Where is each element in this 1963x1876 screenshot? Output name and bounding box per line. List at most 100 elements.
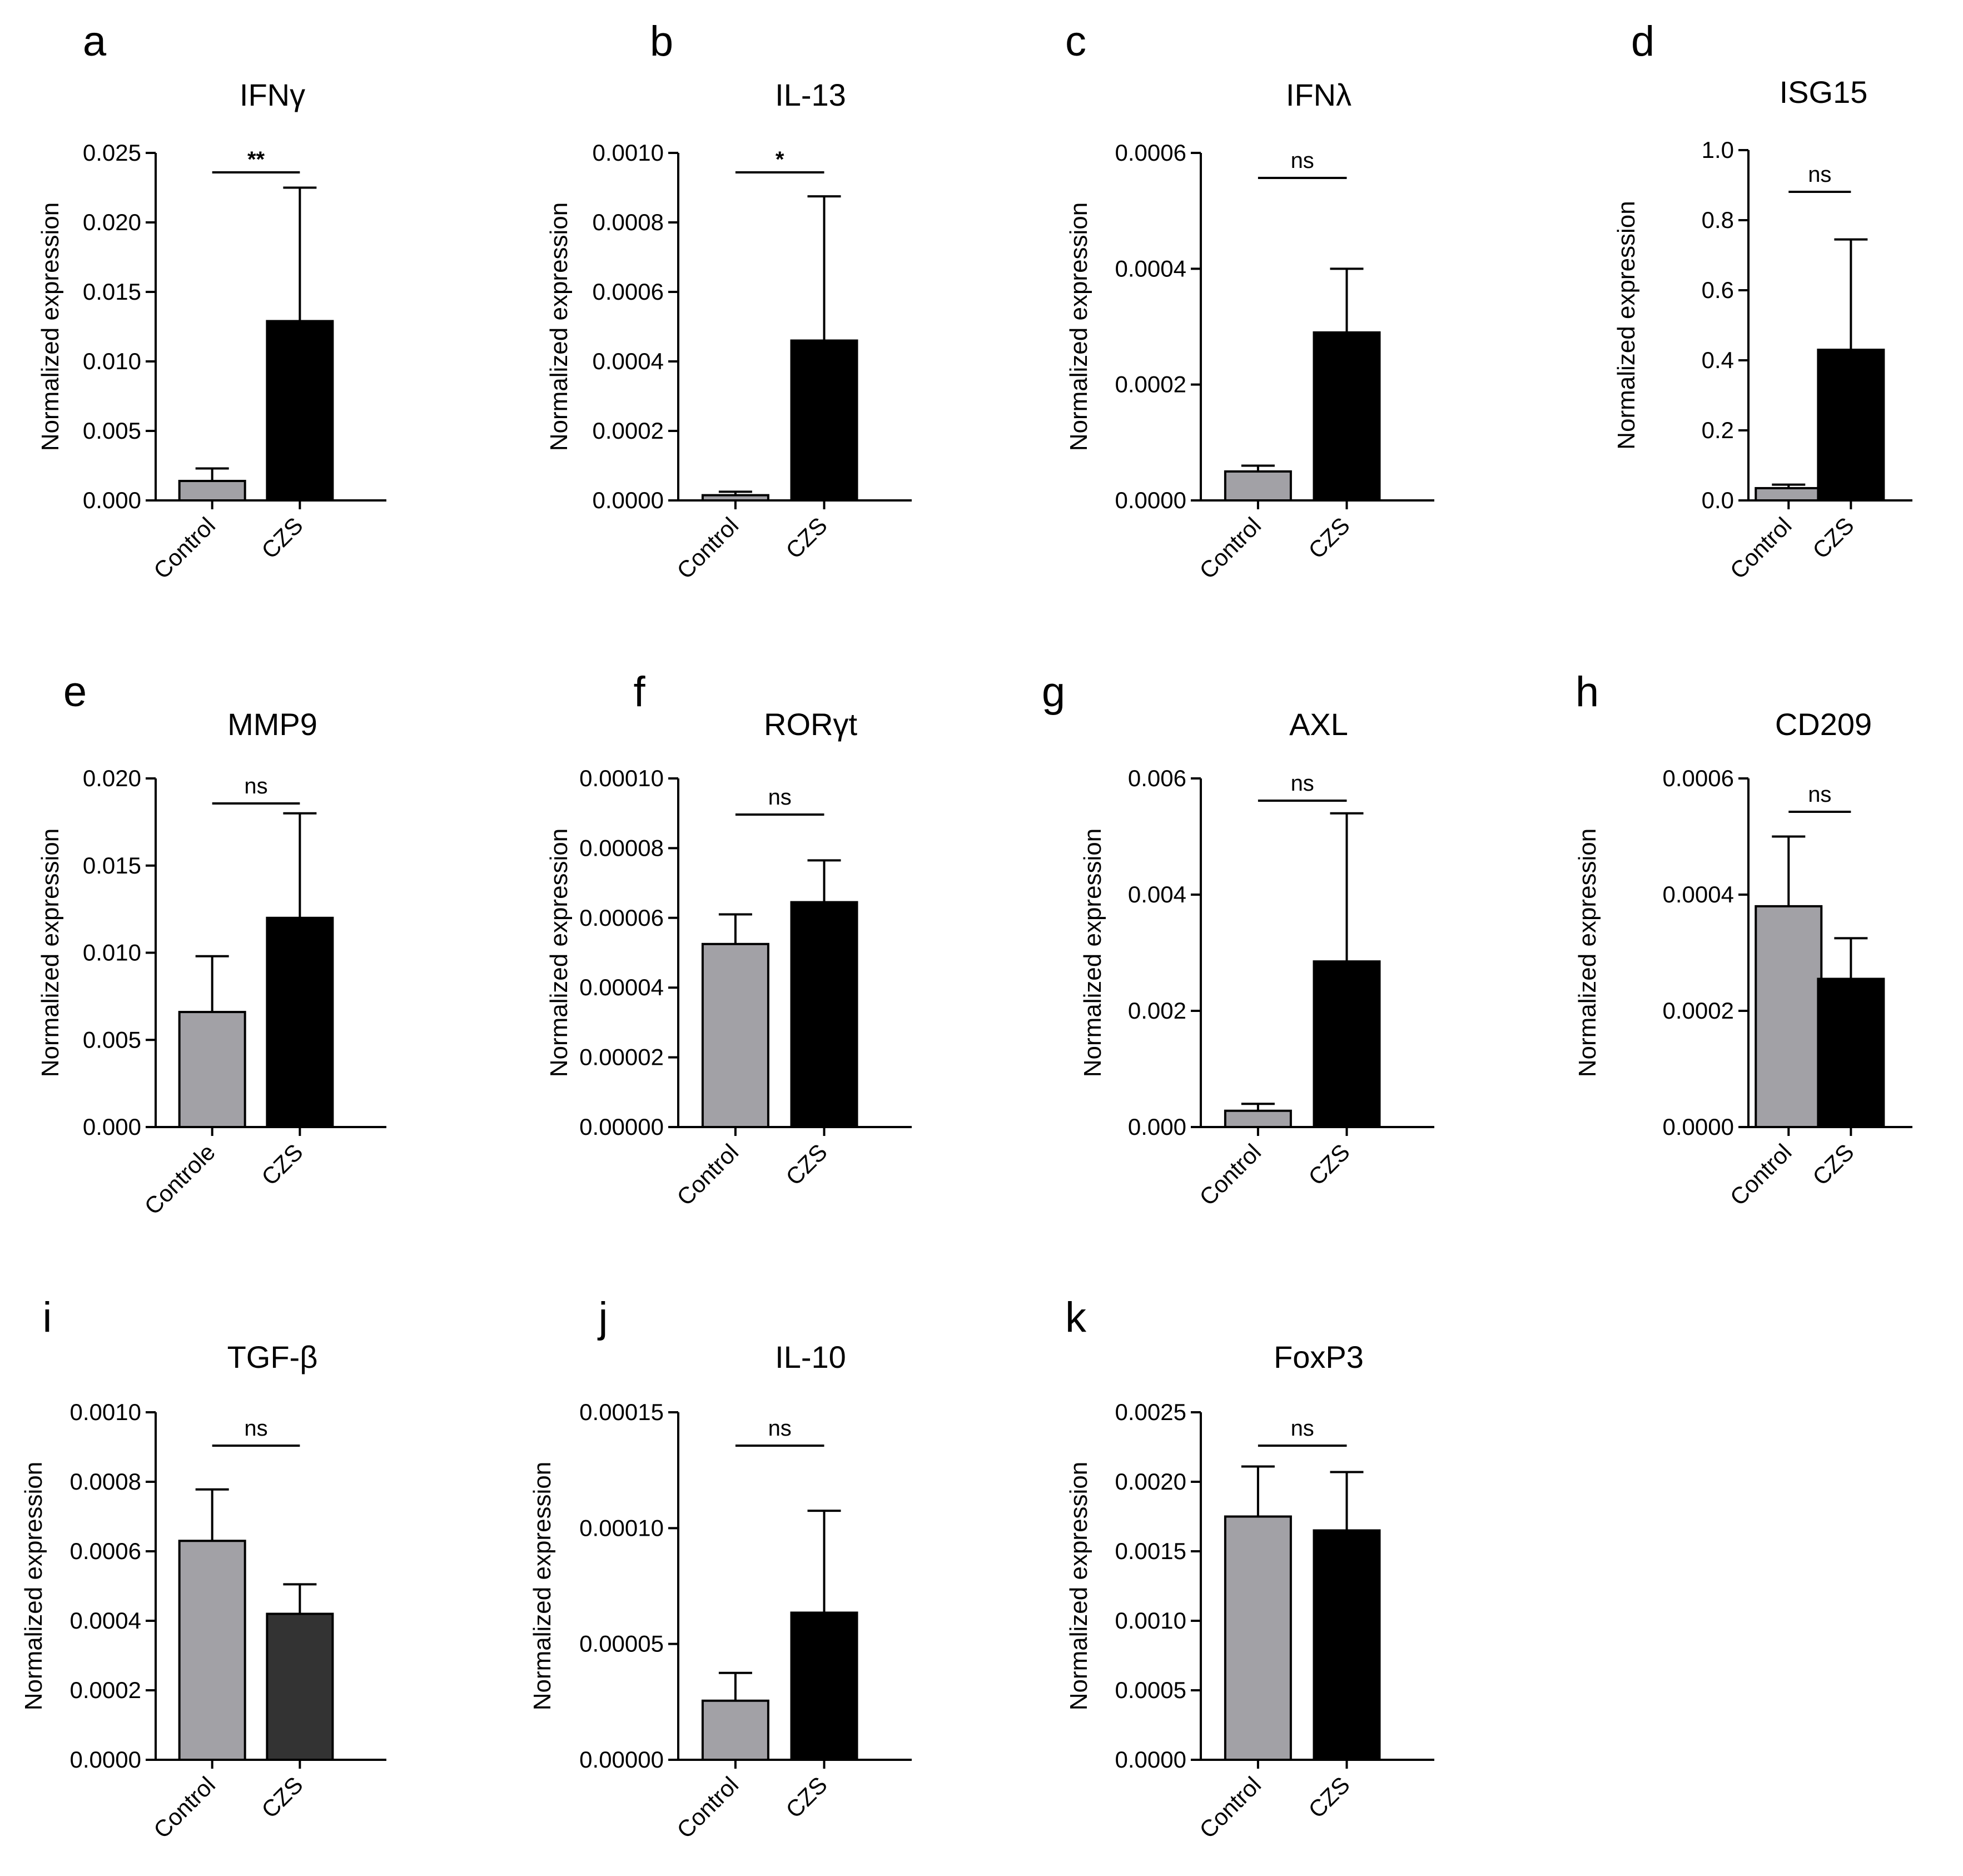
x-tick-label: Control	[1194, 512, 1266, 584]
bar-control	[1224, 1109, 1292, 1128]
y-tick-label: 0.0002	[593, 418, 664, 444]
x-tick-label: Control	[672, 1771, 743, 1843]
significance-label: ns	[1291, 771, 1314, 796]
chart-title: IFNλ	[1286, 77, 1351, 112]
y-tick-label: 0.0006	[593, 279, 664, 305]
y-tick-label: 0.0006	[1115, 140, 1186, 166]
panel-letter: j	[598, 1294, 608, 1341]
y-tick-label: 0.2	[1702, 417, 1734, 443]
y-tick-label: 0.00004	[579, 974, 664, 1000]
bar-czs	[266, 916, 334, 1129]
bar-czs	[1313, 1529, 1381, 1761]
bar-czs	[266, 1612, 334, 1761]
y-tick-label: 0.0010	[593, 140, 664, 166]
chart-title: TGF-β	[227, 1339, 318, 1374]
y-tick-label: 0.0000	[1663, 1114, 1734, 1140]
y-tick-label: 0.000	[83, 487, 141, 513]
bar-control	[1224, 1515, 1292, 1761]
bar-czs	[1817, 349, 1885, 502]
panel-f: f RORγt Normalized expression 0.00000 0.0000…	[545, 668, 912, 1210]
y-tick-label: 0.010	[83, 940, 141, 966]
y-tick-label: 0.0010	[70, 1399, 141, 1425]
panel-letter: d	[1631, 18, 1654, 65]
x-tick-label: CZS	[781, 512, 832, 564]
y-tick-label: 0.8	[1702, 207, 1734, 233]
y-axis-label: Normalized expression	[1065, 1462, 1092, 1711]
y-tick-label: 0.020	[83, 765, 141, 791]
x-tick-label: CZS	[781, 1139, 832, 1190]
panel-letter: g	[1042, 668, 1065, 716]
y-tick-label: 0.0010	[1115, 1607, 1186, 1634]
y-tick-label: 0.00006	[579, 905, 664, 931]
y-tick-label: 0.0004	[1663, 881, 1734, 907]
significance-label: ns	[244, 1416, 267, 1441]
y-tick-label: 0.0000	[1115, 487, 1186, 513]
x-tick-label: Control	[148, 512, 220, 584]
bar-control	[1755, 905, 1823, 1129]
y-tick-label: 0.0000	[1115, 1746, 1186, 1773]
bar-control	[1755, 487, 1823, 502]
panel-e: e MMP9 Normalized expression 0.000 0.005 0.01…	[37, 668, 386, 1220]
bar-control	[1224, 470, 1292, 502]
y-tick-label: 0.0006	[70, 1538, 141, 1564]
y-tick-label: 0.0005	[1115, 1677, 1186, 1703]
bar-control	[701, 942, 769, 1128]
y-axis-label: Normalized expression	[20, 1462, 47, 1711]
y-tick-label: 0.00002	[579, 1044, 664, 1070]
bar-czs	[1313, 960, 1381, 1129]
y-tick-label: 0.005	[83, 1026, 141, 1053]
y-tick-label: 0.002	[1128, 997, 1186, 1024]
chart-title: CD209	[1775, 707, 1872, 742]
y-axis-label: Normalized expression	[545, 828, 573, 1078]
y-tick-label: 0.0020	[1115, 1468, 1186, 1495]
panel-a: a IFNγ Normalized expression 0.000 0.005 0.01…	[37, 18, 386, 584]
y-tick-label: 0.025	[83, 140, 141, 166]
bar-control	[178, 1540, 246, 1761]
x-tick-label: Control	[148, 1771, 220, 1843]
y-tick-label: 0.00010	[579, 765, 664, 791]
y-tick-label: 0.005	[83, 418, 141, 444]
y-tick-label: 0.00015	[579, 1399, 664, 1425]
y-tick-label: 0.00010	[579, 1515, 664, 1541]
chart-title: AXL	[1289, 707, 1348, 742]
panel-b: b IL-13 Normalized expression 0.0000 0.0002 0…	[545, 18, 912, 584]
y-axis-label: Normalized expression	[37, 202, 64, 451]
y-tick-label: 0.0002	[1115, 371, 1186, 398]
y-tick-label: 0.0015	[1115, 1538, 1186, 1564]
bar-czs	[790, 339, 858, 502]
bar-control	[178, 480, 246, 502]
y-tick-label: 0.0002	[1663, 997, 1734, 1024]
significance-label: ns	[1291, 148, 1314, 173]
y-tick-label: 0.0008	[593, 209, 664, 235]
y-axis-label: Normalized expression	[1065, 202, 1092, 451]
x-tick-label: CZS	[1303, 512, 1355, 564]
y-tick-label: 0.000	[83, 1114, 141, 1140]
y-tick-label: 0.6	[1702, 277, 1734, 303]
x-tick-label: CZS	[1807, 1139, 1859, 1190]
y-tick-label: 0.006	[1128, 765, 1186, 791]
panel-letter: e	[63, 668, 87, 716]
bar-czs	[266, 320, 334, 502]
y-tick-label: 0.00005	[579, 1631, 664, 1657]
panel-j: j IL-10 Normalized expression 0.00000 0.0000…	[529, 1294, 912, 1843]
chart-title: IL-13	[775, 77, 846, 112]
y-tick-label: 0.010	[83, 348, 141, 374]
panel-letter: i	[43, 1294, 52, 1341]
y-axis-label: Normalized expression	[529, 1462, 556, 1711]
significance-label: ns	[768, 785, 792, 810]
panel-c: c IFNλ Normalized expression 0.0000 0.0002 0.…	[1065, 18, 1434, 584]
significance-label: ns	[1808, 782, 1831, 807]
y-tick-label: 0.0025	[1115, 1399, 1186, 1425]
panel-letter: k	[1065, 1294, 1087, 1341]
y-tick-label: 0.004	[1128, 881, 1186, 907]
panel-d: d ISG15 Normalized expression 0.0 0.2 0.4 0.6 0…	[1613, 18, 1912, 584]
bar-czs	[790, 1611, 858, 1761]
y-tick-label: 0.015	[83, 279, 141, 305]
chart-title: IL-10	[775, 1339, 846, 1374]
y-tick-label: 0.020	[83, 209, 141, 235]
x-tick-label: CZS	[1807, 512, 1859, 564]
bar-czs	[1313, 331, 1381, 502]
y-axis-label: Normalized expression	[545, 202, 573, 451]
y-tick-label: 0.015	[83, 852, 141, 879]
